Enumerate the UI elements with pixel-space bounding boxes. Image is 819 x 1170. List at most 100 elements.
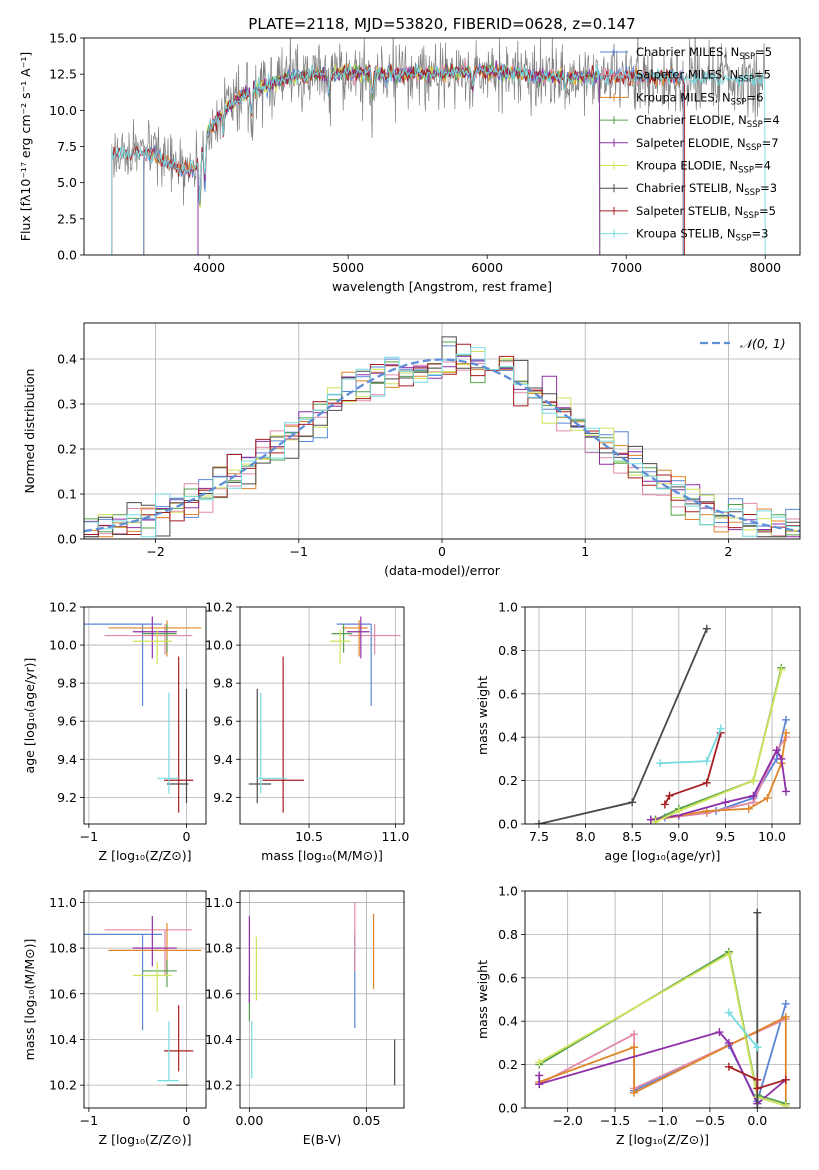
x-tick-label: 9.5 xyxy=(715,829,735,844)
mass-weight-marker xyxy=(777,754,786,763)
x-tick-label: 0.05 xyxy=(353,1113,381,1128)
mass-weight-marker xyxy=(749,776,758,785)
mass-weight-marker xyxy=(753,1104,762,1108)
x-tick-label: 0 xyxy=(183,829,191,844)
y-tick-label: 0.2 xyxy=(57,442,77,457)
mass-weight-line xyxy=(728,1065,787,1090)
x-tick-label: −1 xyxy=(80,829,98,844)
model-spectrum xyxy=(111,63,766,255)
mass-weight-marker xyxy=(535,1058,544,1067)
grid xyxy=(240,891,404,1108)
x-tick-label: 2 xyxy=(724,544,732,559)
mass-weight-line xyxy=(664,732,722,805)
mass-weight-marker xyxy=(646,815,655,824)
axes: 10.5 11.0 9.2 9.4 9.6 9.8 10.0 10.2 mass [log₁₀(… xyxy=(205,600,409,864)
legend-count: =6 xyxy=(746,90,763,104)
y-tick-label: 10.0 xyxy=(49,638,77,653)
panel-mass-vs-Z: −1 0 10.2 10.4 10.6 10.8 11.0 Z [log₁₀(Z/Z⊙)] ma… xyxy=(22,890,207,1147)
mass-weight-marker xyxy=(744,804,753,813)
mass-weight-marker xyxy=(721,798,730,807)
x-tick-label: 0 xyxy=(438,544,446,559)
y-tick-label: 0.0 xyxy=(498,817,518,832)
y-tick-label: 0.6 xyxy=(498,686,518,701)
y-tick-label: 0.1 xyxy=(57,487,77,502)
legend-subscript: SSP xyxy=(747,120,763,130)
legend-count: =4 xyxy=(754,159,771,173)
legend-text: Chabrier MILES, N xyxy=(636,45,739,59)
y-tick-label: 5.0 xyxy=(57,175,77,190)
axes-frame xyxy=(83,322,801,540)
y-tick-label: 9.8 xyxy=(213,676,233,691)
axes: 7.5 8.0 8.5 9.0 9.5 10.0 0.0 0.2 0.4 0.6 0.8 1.0 age… xyxy=(475,600,801,863)
mass-weight-marker xyxy=(763,793,772,802)
x-tick-label: 10.0 xyxy=(758,829,786,844)
x-tick-label: 1 xyxy=(581,544,589,559)
x-tick-label: −2 xyxy=(146,544,164,559)
mass-weight-marker xyxy=(749,791,758,800)
legend-text: Chabrier ELODIE, N xyxy=(636,113,747,127)
plot-area xyxy=(111,38,766,255)
y-tick-label: 0.3 xyxy=(57,397,77,412)
y-tick-label: 10.6 xyxy=(205,986,233,1001)
y-axis-label: age [log₁₀(age/yr)] xyxy=(22,658,37,774)
x-axis-label: mass [log₁₀(M/M⊙)] xyxy=(261,848,383,863)
y-tick-label: 11.0 xyxy=(205,895,233,910)
panel-mass-vs-ebv: 0.00 0.05 10.2 10.4 10.6 10.8 11.0 E(B-V) xyxy=(205,890,405,1147)
y-tick-label: 9.6 xyxy=(57,714,77,729)
x-tick-label: 11.0 xyxy=(381,829,409,844)
x-tick-label: 7.5 xyxy=(529,829,549,844)
y-tick-label: 0.2 xyxy=(498,773,518,788)
x-tick-label: 0.00 xyxy=(235,1113,263,1128)
legend-text: Kroupa MILES, N xyxy=(636,90,731,104)
x-axis-label: wavelength [Angstrom, rest frame] xyxy=(332,279,552,294)
y-tick-label: 0.6 xyxy=(498,970,518,985)
mass-weight-marker xyxy=(781,1101,790,1108)
legend-label: 𝒩(0, 1) xyxy=(740,336,786,351)
mass-weight-marker xyxy=(660,800,669,809)
axes: −2 −1 0 1 2 0.0 0.1 0.2 0.3 0.4 (data-model)/error… xyxy=(22,322,801,578)
legend-label: Chabrier ELODIE, NSSP=4 xyxy=(636,113,780,130)
legend-label: Kroupa STELIB, NSSP=3 xyxy=(636,227,768,244)
x-tick-label: 8000 xyxy=(749,260,781,275)
mass-weight-marker xyxy=(724,1038,733,1047)
mass-weight-marker xyxy=(772,746,781,755)
y-tick-label: 0.8 xyxy=(498,643,518,658)
y-axis-label: mass weight xyxy=(475,676,490,755)
y-tick-label: 10.0 xyxy=(49,103,77,118)
grid xyxy=(84,891,206,1108)
legend-label: Salpeter MILES, NSSP=5 xyxy=(636,68,771,85)
mass-weight-marker xyxy=(630,1043,639,1052)
panel-weight-vs-age: 7.5 8.0 8.5 9.0 9.5 10.0 0.0 0.2 0.4 0.6 0.8 1.0 age… xyxy=(475,600,801,863)
mass-weight-marker xyxy=(753,908,762,917)
y-tick-label: 0.4 xyxy=(498,1014,518,1029)
legend-count: =7 xyxy=(762,136,779,150)
legend-count: =5 xyxy=(755,45,772,59)
legend-label: Salpeter ELODIE, NSSP=7 xyxy=(636,136,779,153)
x-axis-label: age [log₁₀(age/yr)] xyxy=(605,848,721,863)
legend-label: Kroupa ELODIE, NSSP=4 xyxy=(636,159,771,176)
mass-weight-marker xyxy=(724,949,733,958)
y-tick-label: 0.0 xyxy=(498,1101,518,1116)
x-tick-label: 9.0 xyxy=(669,829,689,844)
legend-subscript: SSP xyxy=(739,52,755,62)
y-tick-label: 0.4 xyxy=(57,352,77,367)
figure-title: PLATE=2118, MJD=53820, FIBERID=0628, z=0… xyxy=(248,15,635,33)
y-tick-label: 0.4 xyxy=(498,730,518,745)
y-tick-label: 10.8 xyxy=(205,941,233,956)
y-axis-label: Normed distribution xyxy=(22,369,37,494)
x-axis-label: Z [log₁₀(Z/Z⊙)] xyxy=(99,848,192,863)
mass-weight-marker xyxy=(674,806,683,815)
y-tick-label: 12.5 xyxy=(49,67,77,82)
legend-subscript: SSP xyxy=(744,188,760,198)
plot-area xyxy=(84,616,202,813)
x-tick-label: −1.0 xyxy=(647,1113,677,1128)
y-tick-label: 9.2 xyxy=(213,790,233,805)
y-tick-label: 1.0 xyxy=(498,884,518,899)
y-tick-label: 9.4 xyxy=(57,752,77,767)
mass-weight-marker xyxy=(777,665,786,674)
mass-weight-marker xyxy=(630,1088,639,1097)
legend: 𝒩(0, 1) xyxy=(700,336,786,351)
panel-age-vs-mass: 10.5 11.0 9.2 9.4 9.6 9.8 10.0 10.2 mass [log₁₀(… xyxy=(205,600,409,864)
x-tick-label: 5000 xyxy=(332,260,364,275)
